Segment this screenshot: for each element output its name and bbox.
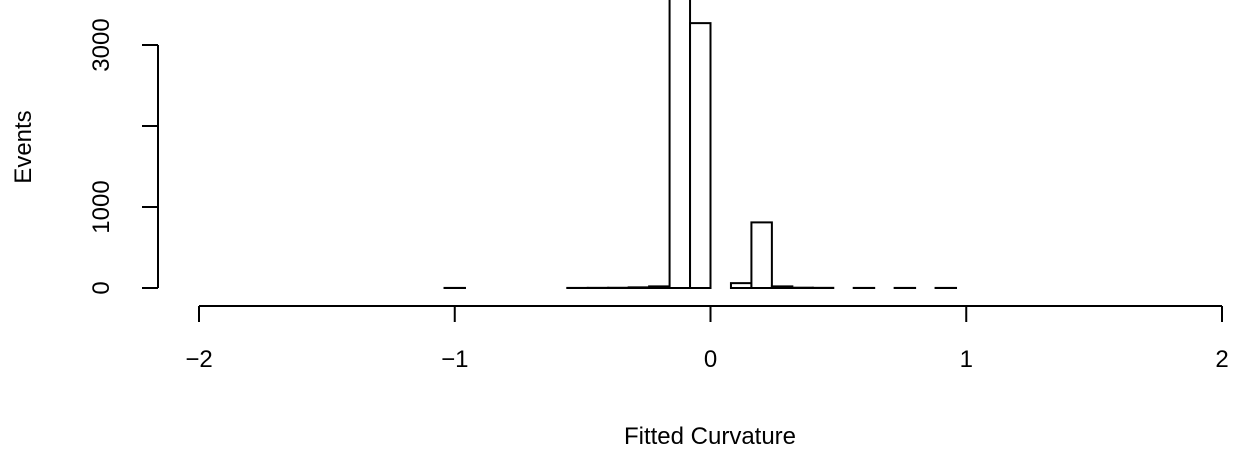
y-tick-label: 0 (88, 281, 115, 294)
x-tick-label: −1 (441, 346, 468, 373)
y-axis-label: Events (10, 110, 37, 183)
histogram-bars (443, 0, 958, 290)
histogram-bar (689, 22, 712, 289)
histogram-bar (750, 221, 773, 289)
y-tick-label: 1000 (88, 180, 115, 233)
x-tick-label: 2 (1215, 346, 1228, 373)
histogram-bar (668, 0, 692, 289)
y-axis: 0 1000 3000 (88, 18, 159, 295)
histogram-bar (729, 282, 753, 290)
x-tick-label: 1 (960, 346, 973, 373)
x-tick-label: 0 (704, 346, 717, 373)
x-axis-label: Fitted Curvature (624, 423, 796, 450)
histogram-bar (627, 286, 651, 290)
y-tick-label: 3000 (88, 18, 115, 71)
histogram-bar (770, 285, 794, 290)
x-tick-label: −2 (185, 346, 212, 373)
histogram-bar (648, 285, 671, 290)
x-axis: −2 −1 0 1 2 (185, 305, 1229, 373)
